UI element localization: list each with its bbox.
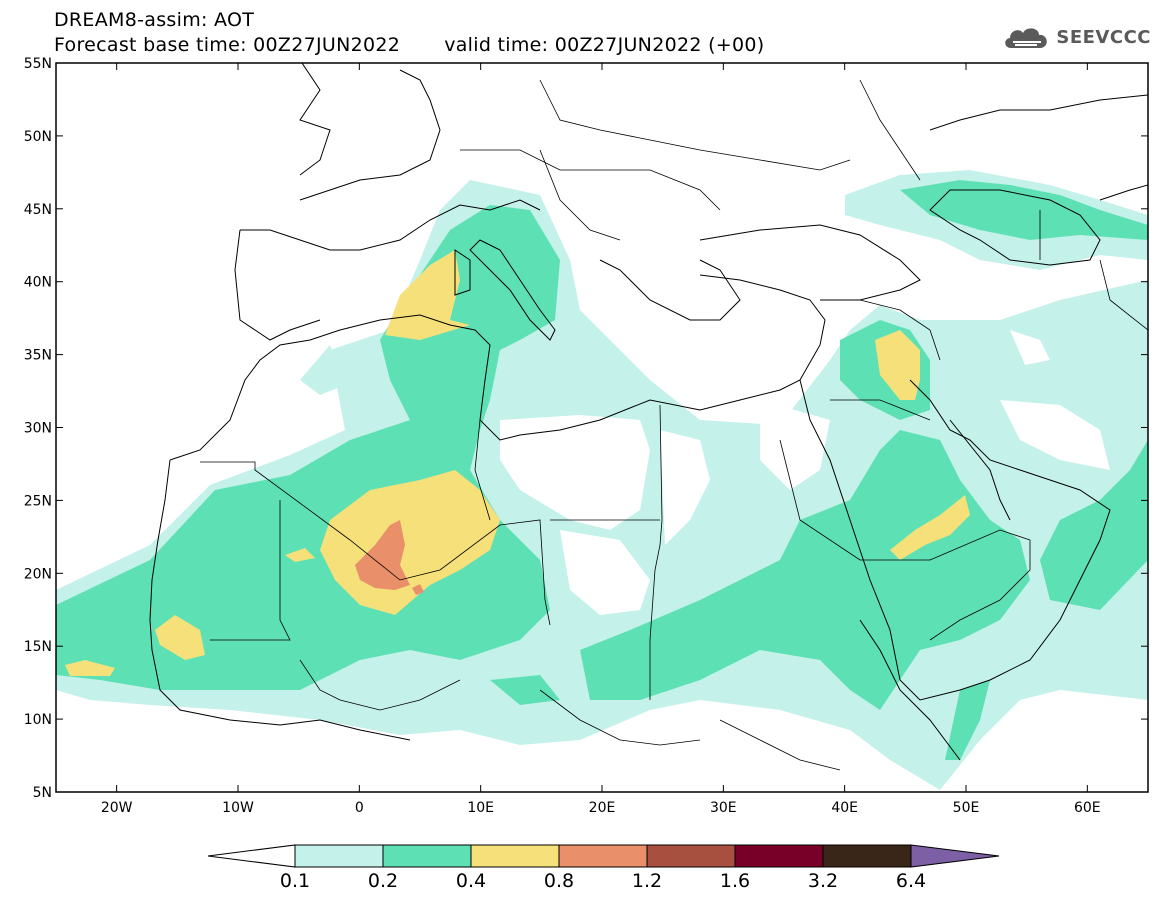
lat-tick-label: 30N [24, 421, 52, 437]
colorbar-level-label: 6.4 [895, 870, 927, 892]
lat-tick-label: 50N [24, 129, 52, 145]
forecast-base-time: Forecast base time: 00Z27JUN2022 [54, 34, 401, 56]
colorbar-level-label: 1.2 [631, 870, 663, 892]
colorbar-box [294, 844, 384, 868]
colorbar-level-label: 1.6 [719, 870, 751, 892]
lat-tick-label: 25N [24, 493, 52, 509]
colorbar-level-label: 0.4 [455, 870, 487, 892]
lon-tick-label: 30E [710, 800, 737, 816]
lat-tick-label: 45N [24, 202, 52, 218]
map-title: DREAM8-assim: AOT [54, 9, 255, 31]
lon-tick-label: 60E [1074, 800, 1101, 816]
valid-time: valid time: 00Z27JUN2022 (+00) [444, 34, 765, 56]
colorbar-level-label: 3.2 [807, 870, 839, 892]
aot-band-0.8 [355, 520, 424, 595]
lon-tick-label: 10E [467, 800, 494, 816]
colorbar-level-label: 0.1 [279, 870, 311, 892]
lon-tick-label: 20E [589, 800, 616, 816]
lat-tick-label: 5N [33, 785, 52, 801]
logo-text: SEEVCCC [1056, 26, 1151, 48]
lat-tick-label: 55N [24, 56, 52, 72]
lat-tick-label: 20N [24, 566, 52, 582]
cloud-icon [1005, 28, 1048, 48]
colorbar-box [558, 844, 648, 868]
lat-tick-label: 40N [24, 275, 52, 291]
lon-tick-label: 0 [355, 800, 364, 816]
lon-tick-label: 10W [222, 800, 254, 816]
lat-tick-label: 35N [24, 348, 52, 364]
colorbar-box [646, 844, 736, 868]
colorbar-over-triangle [910, 844, 1000, 868]
colorbar [207, 844, 1000, 868]
longitude-axis: 20W 10W 0 10E 20E 30E 40E 50E 60E [101, 63, 1101, 816]
colorbar-box [470, 844, 560, 868]
aot-field [56, 170, 1148, 790]
political-borders [200, 79, 1148, 771]
colorbar-level-label: 0.8 [543, 870, 575, 892]
colorbar-box [822, 844, 912, 868]
lon-tick-label: 20W [101, 800, 133, 816]
colorbar-under-triangle [207, 844, 296, 868]
latitude-axis: 5N 10N 15N 20N 25N 30N 35N 40N 45N 50N 55N [24, 56, 1148, 801]
aot-clear-holes [500, 330, 1110, 615]
colorbar-box [734, 844, 824, 868]
colorbar-box [382, 844, 472, 868]
seevccc-logo: SEEVCCC [1001, 22, 1151, 52]
lon-tick-label: 40E [831, 800, 858, 816]
lat-tick-label: 15N [24, 639, 52, 655]
lat-tick-label: 10N [24, 712, 52, 728]
lon-tick-label: 50E [953, 800, 980, 816]
time-info: Forecast base time: 00Z27JUN2022 valid ti… [54, 34, 765, 56]
colorbar-level-label: 0.2 [367, 870, 399, 892]
